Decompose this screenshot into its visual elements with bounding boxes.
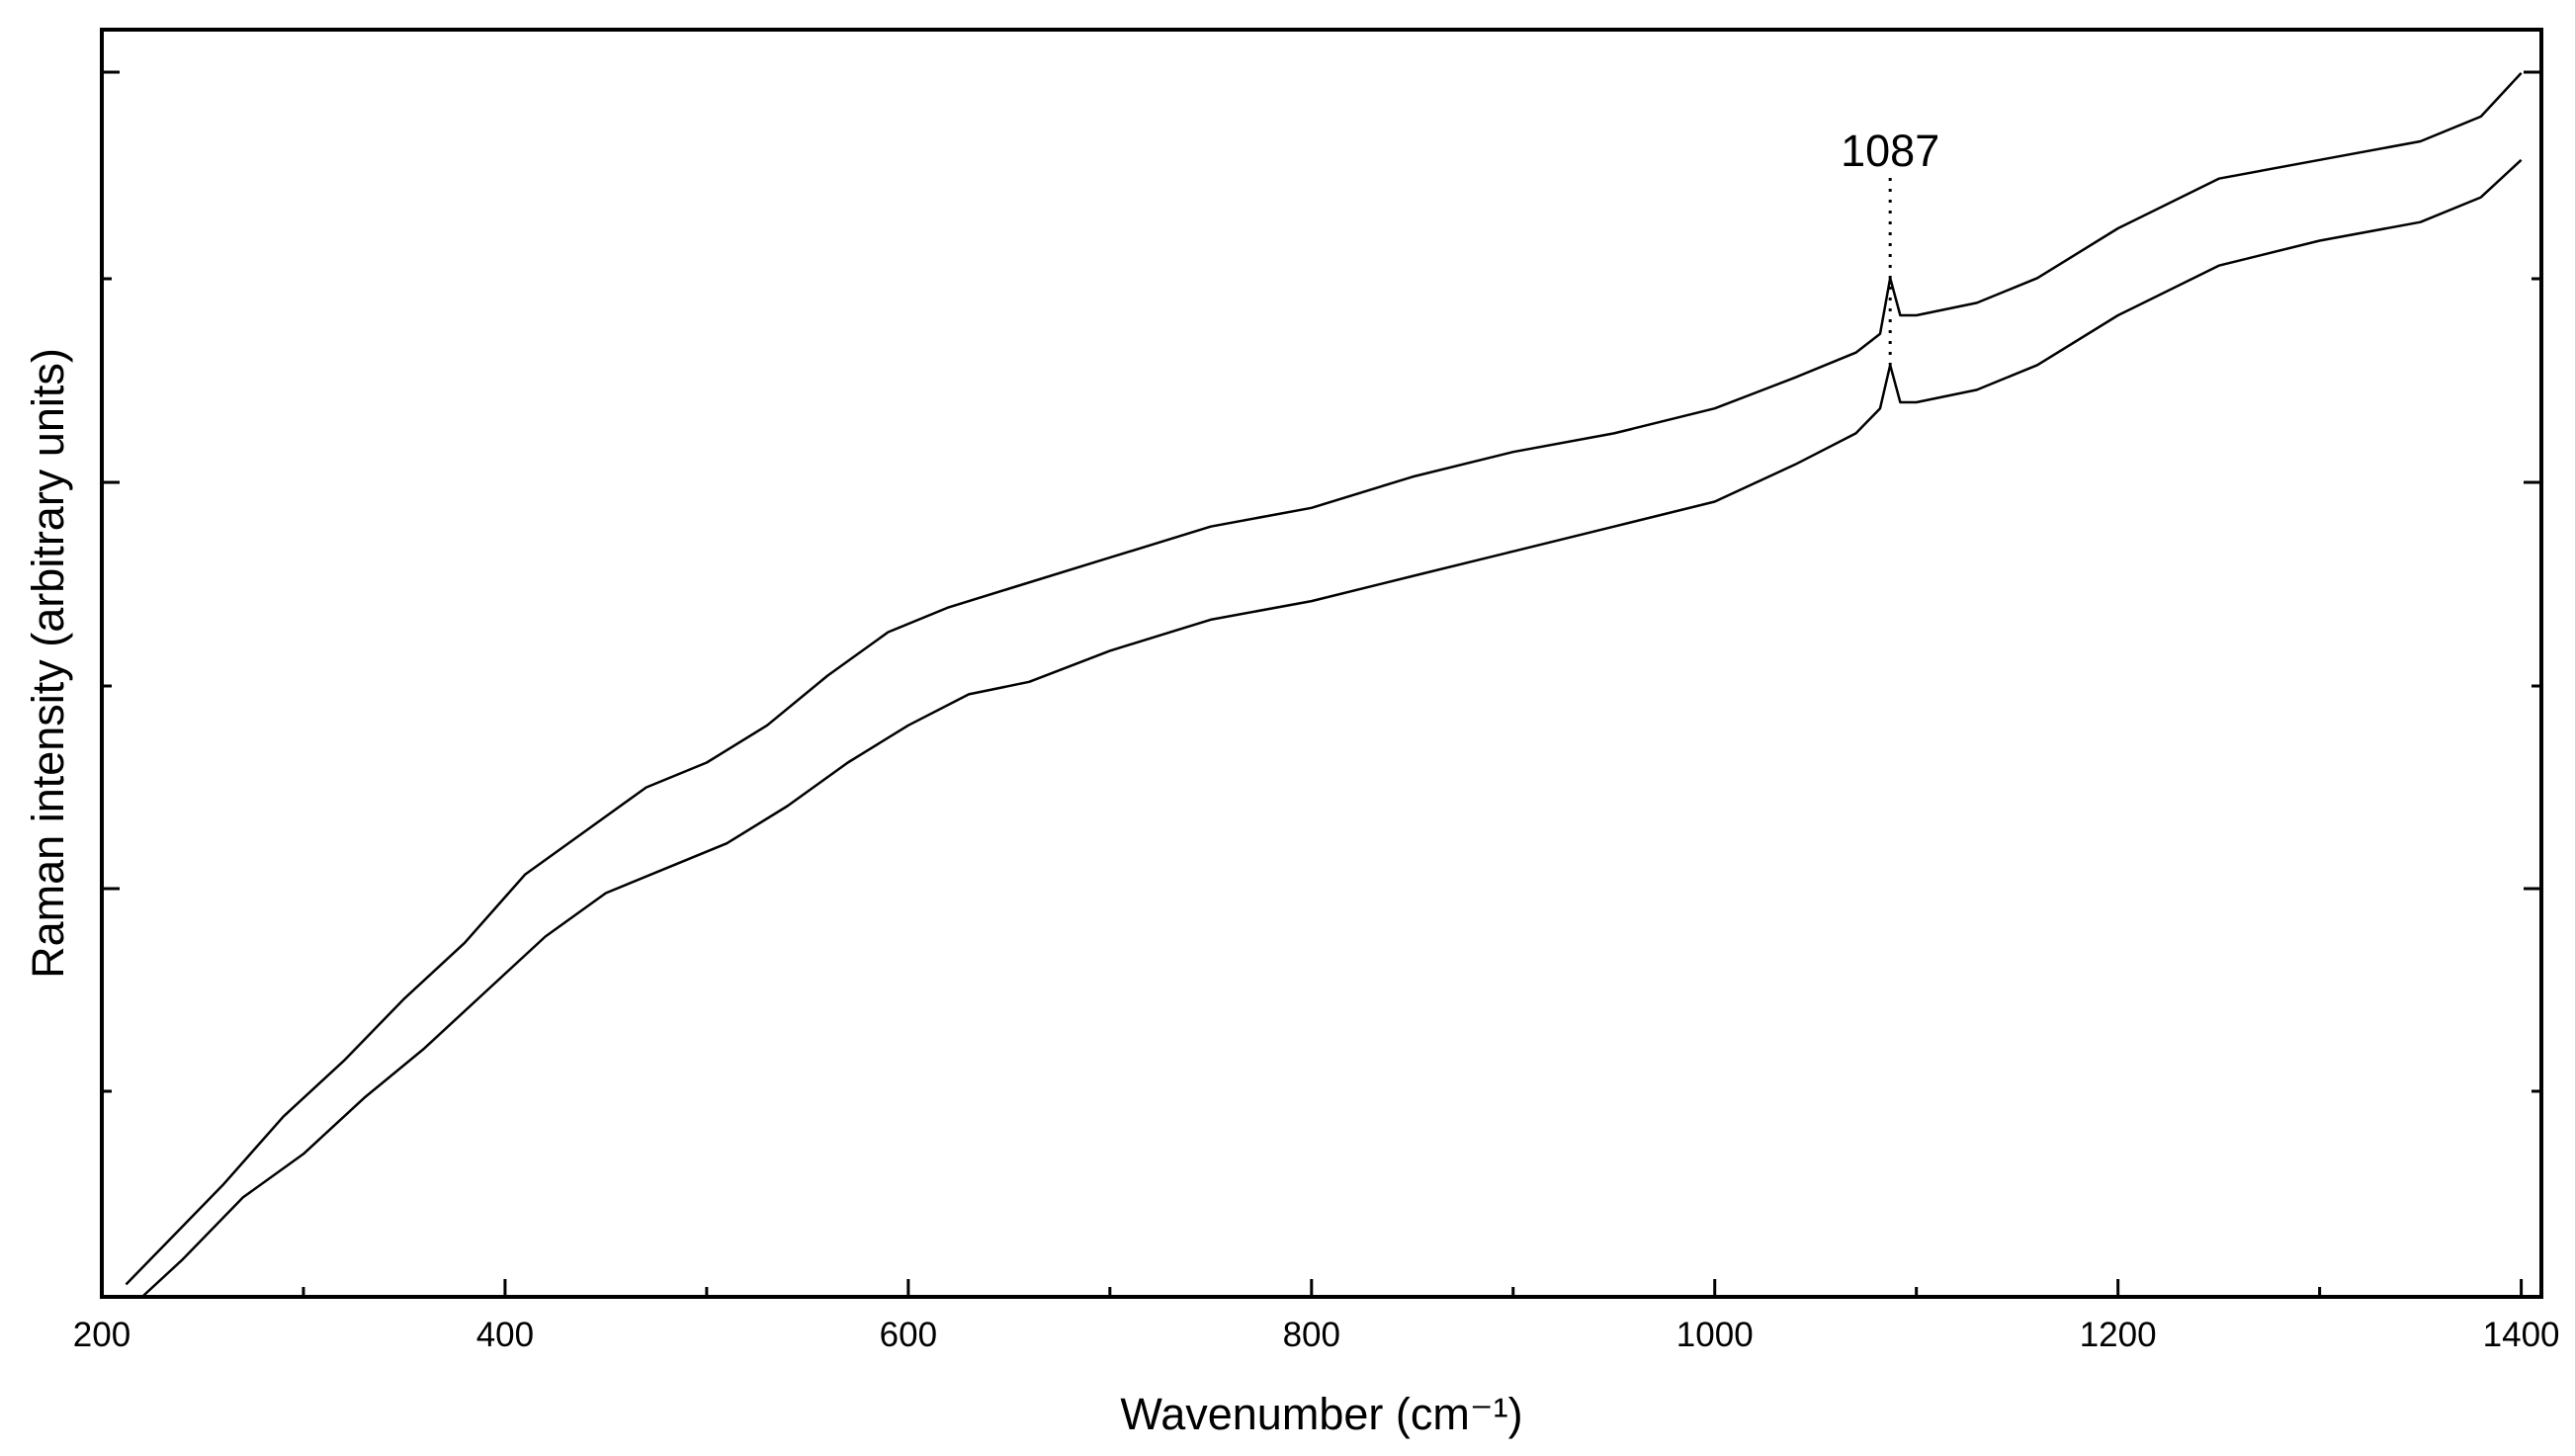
annotation-label: 1087 <box>1841 126 1939 176</box>
x-tick-label: 600 <box>880 1316 937 1354</box>
series-lines <box>125 72 2523 1298</box>
x-tick-label: 1000 <box>1676 1316 1754 1354</box>
x-tick-label: 800 <box>1283 1316 1340 1354</box>
y-axis-label: Raman intensity (arbitrary units) <box>23 348 73 979</box>
annotations: 1087 <box>1841 126 1939 366</box>
x-tick-label: 200 <box>73 1316 130 1354</box>
x-tick-labels: 200 400 600 800 1000 1200 1400 <box>73 1316 2560 1354</box>
plot-frame <box>100 28 2543 1299</box>
series-line-2 <box>140 158 2523 1298</box>
x-tick-label: 1200 <box>2080 1316 2157 1354</box>
x-axis-label: Wavenumber (cm⁻¹) <box>1120 1389 1522 1439</box>
series-line-1 <box>125 72 2523 1286</box>
x-tick-label: 1400 <box>2483 1316 2560 1354</box>
axis-ticks <box>100 70 2541 1299</box>
x-tick-label: 400 <box>476 1316 534 1354</box>
